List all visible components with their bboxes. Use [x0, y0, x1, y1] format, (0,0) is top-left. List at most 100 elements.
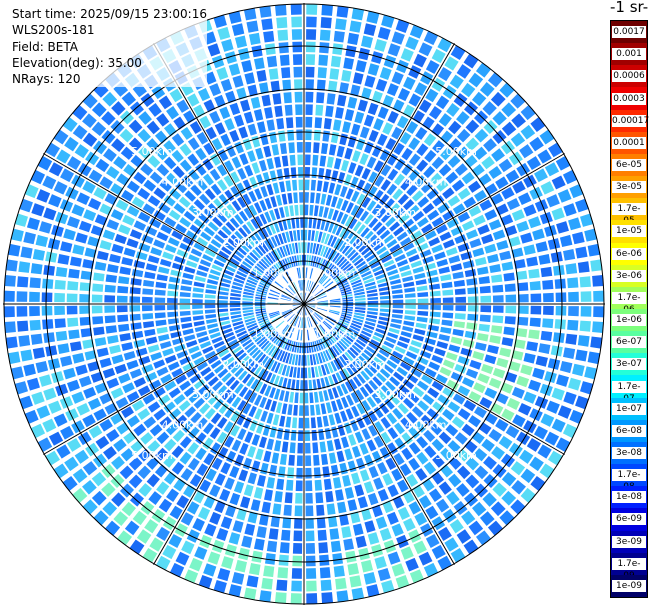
- ray-cell: [298, 329, 302, 341]
- ray-cell: [253, 231, 262, 242]
- ray-cell: [387, 427, 399, 440]
- ray-cell: [328, 292, 340, 298]
- ray-cell: [377, 461, 388, 475]
- ray-cell: [402, 379, 415, 390]
- ray-cell: [543, 305, 554, 316]
- ray-cell: [91, 305, 103, 314]
- ray-cell: [501, 186, 515, 200]
- ray-cell: [224, 477, 235, 490]
- ray-cell: [430, 304, 441, 311]
- ray-cell: [479, 314, 491, 323]
- azimuth-spokes: [3, 3, 605, 605]
- ray-cell: [268, 252, 276, 263]
- ray-cell: [72, 487, 88, 503]
- ray-cell: [263, 145, 272, 158]
- ray-cell: [314, 479, 323, 491]
- ray-cell: [350, 322, 362, 329]
- ray-cell: [130, 322, 142, 330]
- ray-cell: [51, 371, 64, 384]
- ray-cell: [328, 80, 338, 93]
- ray-cell: [242, 298, 254, 301]
- ray-cell: [299, 254, 302, 266]
- ray-cell: [431, 123, 445, 137]
- ray-cell: [418, 42, 433, 57]
- ray-cell: [563, 347, 576, 360]
- ray-cell: [423, 429, 436, 443]
- ray-cell: [101, 129, 116, 144]
- ray-cell: [363, 572, 377, 585]
- ray-cell: [117, 314, 129, 323]
- ray-cell: [424, 230, 437, 240]
- ray-cell: [211, 336, 223, 344]
- ray-cell: [446, 103, 460, 117]
- ray-cell: [203, 563, 217, 577]
- ray-cell: [355, 260, 366, 269]
- ray-cell: [233, 114, 245, 127]
- ray-cell: [118, 373, 131, 384]
- azimuth-spoke: [153, 303, 305, 565]
- ray-cell: [163, 401, 176, 413]
- ray-cell: [186, 501, 200, 515]
- ray-cell: [263, 256, 272, 266]
- ray-cell: [306, 568, 317, 579]
- ray-cell: [183, 386, 196, 398]
- ray-cell: [346, 231, 355, 242]
- ray-cell: [63, 367, 76, 380]
- colorbar-tick-label: 0.0017: [612, 26, 646, 39]
- ray-cell: [442, 210, 455, 221]
- ray-cell: [425, 88, 439, 103]
- ray-cell: [277, 567, 289, 579]
- ray-cell: [381, 14, 395, 29]
- ray-cell: [350, 392, 360, 404]
- ray-cell: [350, 84, 361, 97]
- ray-cell: [453, 500, 468, 516]
- ray-cell: [305, 329, 308, 341]
- ray-cell: [359, 386, 370, 398]
- ray-cell: [181, 540, 195, 555]
- ray-cell: [204, 71, 217, 85]
- ray-cell: [306, 16, 317, 28]
- ray-cell: [345, 408, 354, 420]
- ray-cell: [381, 344, 393, 353]
- ray-cell: [292, 302, 304, 304]
- ray-cell: [431, 48, 446, 64]
- ray-cell: [320, 364, 327, 376]
- ray-cell: [239, 442, 249, 455]
- ray-cell: [351, 472, 361, 485]
- ray-cell: [254, 299, 266, 302]
- ray-cell: [352, 361, 362, 372]
- ray-cell: [309, 282, 315, 292]
- ray-cell: [343, 538, 355, 551]
- ray-cell: [463, 539, 479, 555]
- ray-cell: [242, 417, 252, 429]
- ray-cell: [230, 171, 240, 184]
- ray-cell: [312, 442, 319, 454]
- ray-cell: [320, 245, 326, 257]
- ray-cell: [223, 269, 235, 277]
- ray-cell: [254, 334, 264, 343]
- ray-cell: [349, 347, 359, 357]
- ray-cell: [280, 305, 291, 308]
- ray-cell: [133, 220, 147, 231]
- ray-cell: [324, 220, 331, 232]
- ray-cell: [417, 400, 430, 412]
- ray-cell: [304, 405, 309, 416]
- ray-cell: [300, 229, 304, 241]
- ray-cell: [389, 376, 401, 387]
- ray-cell: [321, 592, 334, 604]
- ray-cell: [53, 181, 68, 195]
- ray-cell: [515, 270, 528, 280]
- ray-cell: [428, 488, 442, 502]
- ray-cell: [210, 412, 222, 425]
- ray-cell: [437, 37, 452, 53]
- ray-cell: [230, 314, 242, 319]
- ray-cell: [313, 129, 321, 141]
- ray-cell: [314, 366, 319, 378]
- ray-cell: [418, 495, 432, 509]
- ray-cell: [568, 377, 582, 391]
- colorbar-segment: 1.7e-08: [611, 464, 647, 492]
- ray-cell: [229, 217, 240, 229]
- ray-cell: [385, 457, 397, 471]
- ray-cell: [477, 224, 490, 235]
- ray-cell: [290, 4, 302, 15]
